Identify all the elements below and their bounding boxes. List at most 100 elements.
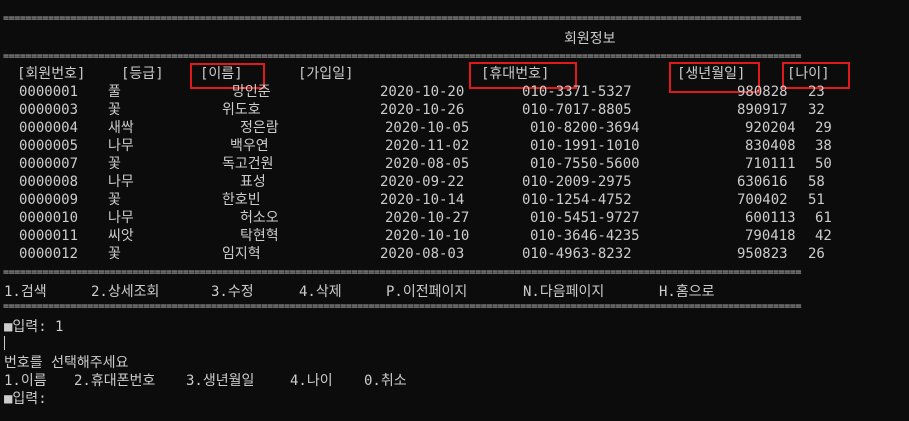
input-line-2[interactable]: ■입력: <box>4 391 47 407</box>
cell-grade: 나무 <box>108 174 134 190</box>
header-name: [이름] <box>200 66 243 82</box>
cell-id: 0000007 <box>19 156 79 172</box>
cell-join-date: 2020-10-20 <box>380 84 465 100</box>
cell-phone: 010-7017-8805 <box>522 102 632 118</box>
option-age[interactable]: 4.나이 <box>290 373 333 389</box>
select-prompt: 번호를 선택해주세요 <box>4 355 129 371</box>
cell-grade: 나무 <box>108 138 134 154</box>
cell-grade: 씨앗 <box>108 228 134 244</box>
cell-grade: 꽃 <box>108 156 121 172</box>
input-line-1: ■입력: 1 <box>4 319 64 335</box>
cell-name: 임지혁 <box>222 246 261 262</box>
cell-age: 58 <box>808 174 825 190</box>
cell-phone: 010-7550-5600 <box>530 156 640 172</box>
cell-birth: 950823 <box>737 246 788 262</box>
cell-id: 0000001 <box>19 84 79 100</box>
highlight-box-birth <box>669 62 760 93</box>
cell-join-date: 2020-08-03 <box>380 246 465 262</box>
cell-grade: 꽃 <box>108 102 121 118</box>
cell-birth: 920204 <box>745 120 796 136</box>
menu-home[interactable]: H.홈으로 <box>659 284 715 300</box>
cell-age: 42 <box>815 228 832 244</box>
cell-join-date: 2020-11-02 <box>385 138 470 154</box>
cell-birth: 790418 <box>745 228 796 244</box>
option-phone[interactable]: 2.휴대폰번호 <box>74 373 156 389</box>
header-id: [회원번호] <box>17 66 86 82</box>
menu-detail[interactable]: 2.상세조회 <box>91 284 160 300</box>
cell-join-date: 2020-10-14 <box>380 192 465 208</box>
cell-phone: 010-1991-1010 <box>530 138 640 154</box>
cell-id: 0000008 <box>19 174 79 190</box>
cell-name: 망인준 <box>232 84 271 100</box>
separator-top: ========================================… <box>3 13 802 24</box>
cell-id: 0000012 <box>19 246 79 262</box>
option-cancel[interactable]: 0.취소 <box>364 373 407 389</box>
cell-id: 0000003 <box>19 102 79 118</box>
cell-id: 0000004 <box>19 120 79 136</box>
cell-grade: 풀 <box>108 84 121 100</box>
highlight-box-phone <box>469 62 577 89</box>
cell-id: 0000005 <box>19 138 79 154</box>
cell-join-date: 2020-10-27 <box>385 210 470 226</box>
cell-name: 한호빈 <box>222 192 261 208</box>
cell-age: 50 <box>815 156 832 172</box>
cell-join-date: 2020-10-26 <box>380 102 465 118</box>
cell-birth: 600113 <box>745 210 796 226</box>
cell-join-date: 2020-08-05 <box>385 156 470 172</box>
cell-id: 0000011 <box>19 228 79 244</box>
cell-name: 허소오 <box>240 210 279 226</box>
cell-phone: 010-4963-8232 <box>522 246 632 262</box>
highlight-box-name <box>190 63 265 89</box>
cell-phone: 010-3646-4235 <box>530 228 640 244</box>
cell-age: 29 <box>815 120 832 136</box>
cell-join-date: 2020-10-10 <box>385 228 470 244</box>
menu-next-page[interactable]: N.다음페이지 <box>523 284 605 300</box>
text-cursor <box>4 336 5 350</box>
cell-name: 정은람 <box>240 120 279 136</box>
cell-birth: 830408 <box>745 138 796 154</box>
page-title: 회원정보 <box>564 31 616 47</box>
cell-grade: 나무 <box>108 210 134 226</box>
highlight-box-age <box>782 62 850 89</box>
separator-table-bottom: ========================================… <box>3 267 802 278</box>
cell-birth: 980828 <box>737 84 788 100</box>
cell-age: 51 <box>808 192 825 208</box>
menu-search[interactable]: 1.검색 <box>4 284 47 300</box>
header-grade: [등급] <box>121 66 164 82</box>
cell-phone: 010-8200-3694 <box>530 120 640 136</box>
cell-grade: 꽃 <box>108 192 121 208</box>
cell-birth: 710111 <box>745 156 796 172</box>
cell-age: 26 <box>808 246 825 262</box>
cell-age: 23 <box>808 84 825 100</box>
header-age: [나이] <box>787 66 830 82</box>
cell-phone: 010-3371-5327 <box>522 84 632 100</box>
option-name[interactable]: 1.이름 <box>4 373 47 389</box>
cell-name: 표성 <box>240 174 266 190</box>
header-birth: [생년월일] <box>677 66 746 82</box>
menu-delete[interactable]: 4.삭제 <box>299 284 342 300</box>
header-join: [가입일] <box>298 66 354 82</box>
cell-name: 탁현혁 <box>240 228 279 244</box>
cell-birth: 890917 <box>737 102 788 118</box>
separator-menu-bottom: ========================================… <box>3 301 802 312</box>
cell-join-date: 2020-10-05 <box>385 120 470 136</box>
separator-header-top: ========================================… <box>3 51 802 62</box>
cell-grade: 새싹 <box>108 120 134 136</box>
cell-age: 38 <box>815 138 832 154</box>
option-birth[interactable]: 3.생년월일 <box>186 373 255 389</box>
cell-join-date: 2020-09-22 <box>380 174 465 190</box>
cell-grade: 꽃 <box>108 246 121 262</box>
cell-name: 백우연 <box>230 138 269 154</box>
menu-edit[interactable]: 3.수정 <box>211 284 254 300</box>
menu-prev-page[interactable]: P.이전페이지 <box>386 284 468 300</box>
cell-id: 0000009 <box>19 192 79 208</box>
cell-name: 독고건원 <box>222 156 274 172</box>
cell-birth: 700402 <box>737 192 788 208</box>
cell-age: 61 <box>815 210 832 226</box>
cell-phone: 010-2009-2975 <box>522 174 632 190</box>
cell-birth: 630616 <box>737 174 788 190</box>
cell-id: 0000010 <box>19 210 79 226</box>
cell-age: 32 <box>808 102 825 118</box>
cell-phone: 010-5451-9727 <box>530 210 640 226</box>
